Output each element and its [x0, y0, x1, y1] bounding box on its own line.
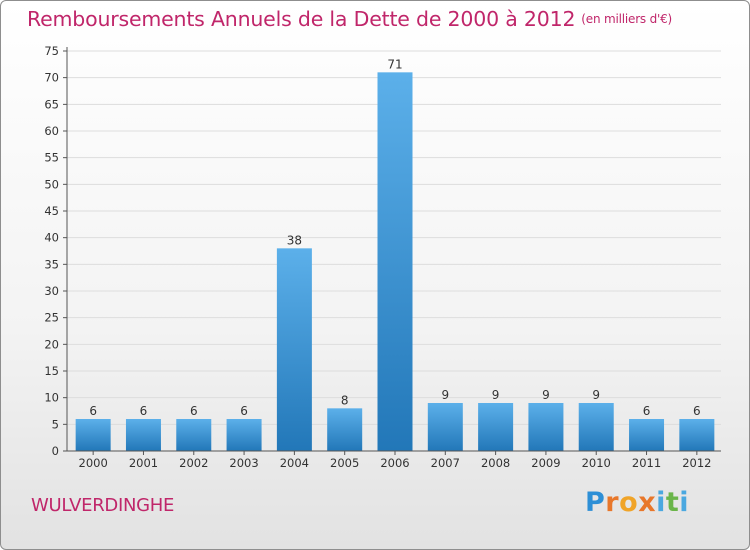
- bar: [679, 419, 715, 451]
- bar: [478, 403, 514, 451]
- x-tick-label: 2011: [632, 456, 661, 470]
- bar: [327, 408, 363, 451]
- data-labels: 6 6 6 6 38 8 71 9 9 9 9 6 6: [89, 57, 700, 418]
- x-tick-label: 2002: [179, 456, 208, 470]
- bar: [226, 419, 262, 451]
- logo-letter: i: [679, 487, 690, 518]
- bars: [75, 72, 715, 451]
- x-tick-label: 2009: [531, 456, 560, 470]
- logo-letter: t: [665, 487, 680, 518]
- x-tick-label: 2000: [79, 456, 108, 470]
- data-label: 9: [542, 388, 550, 402]
- y-tick-label: 10: [44, 391, 59, 405]
- commune-name: WULVERDINGHE: [31, 495, 175, 516]
- data-label: 6: [240, 404, 248, 418]
- bar: [629, 419, 665, 451]
- data-label: 71: [387, 57, 402, 71]
- axes: 0 5 10 15 20 25 30 35 40 45 50 55 60 65 70 75 2000 2001 20…: [44, 44, 721, 470]
- bar: [176, 419, 212, 451]
- y-tick-label: 70: [44, 71, 59, 85]
- x-tick-label: 2006: [380, 456, 409, 470]
- y-tick-label: 50: [44, 177, 59, 191]
- bar: [75, 419, 111, 451]
- data-label: 6: [693, 404, 701, 418]
- y-tick-label: 5: [52, 417, 59, 431]
- y-tick-label: 15: [44, 364, 59, 378]
- logo-letter: r: [605, 487, 620, 518]
- chart-title: Remboursements Annuels de la Dette de 20…: [27, 7, 672, 31]
- chart-title-unit: (en milliers d'€): [581, 12, 673, 26]
- bar: [427, 403, 463, 451]
- y-tick-label: 30: [44, 284, 59, 298]
- data-label: 9: [441, 388, 449, 402]
- data-label: 9: [492, 388, 500, 402]
- chart-title-text: Remboursements Annuels de la Dette de 20…: [27, 7, 576, 31]
- y-tick-label: 35: [44, 257, 59, 271]
- y-tick-label: 0: [52, 444, 59, 458]
- x-tick-label: 2001: [129, 456, 158, 470]
- x-tick-label: 2010: [582, 456, 611, 470]
- x-tick-label: 2008: [481, 456, 510, 470]
- bar: [377, 72, 413, 451]
- logo-letter: i: [656, 487, 666, 518]
- y-tick-label: 25: [44, 311, 59, 325]
- data-label: 38: [287, 233, 302, 247]
- x-tick-label: 2007: [431, 456, 460, 470]
- y-tick-label: 75: [44, 44, 59, 58]
- data-label: 8: [341, 393, 349, 407]
- logo-letter: P: [585, 487, 606, 518]
- data-label: 6: [140, 404, 148, 418]
- bar: [125, 419, 161, 451]
- logo-letter: o: [619, 487, 639, 518]
- proxiti-logo: Proxiti: [585, 487, 689, 518]
- y-tick-label: 40: [44, 231, 59, 245]
- y-tick-label: 65: [44, 97, 59, 111]
- bar: [276, 248, 312, 451]
- bar: [578, 403, 614, 451]
- x-tick-label: 2003: [229, 456, 258, 470]
- y-tick-label: 60: [44, 124, 59, 138]
- y-tick-label: 55: [44, 151, 59, 165]
- data-label: 6: [89, 404, 97, 418]
- data-label: 6: [643, 404, 651, 418]
- data-label: 9: [592, 388, 600, 402]
- bar: [528, 403, 564, 451]
- logo-letter: x: [638, 487, 657, 518]
- x-tick-label: 2005: [330, 456, 359, 470]
- y-tick-label: 20: [44, 337, 59, 351]
- y-tick-label: 45: [44, 204, 59, 218]
- x-tick-label: 2012: [682, 456, 711, 470]
- data-label: 6: [190, 404, 198, 418]
- x-tick-label: 2004: [280, 456, 309, 470]
